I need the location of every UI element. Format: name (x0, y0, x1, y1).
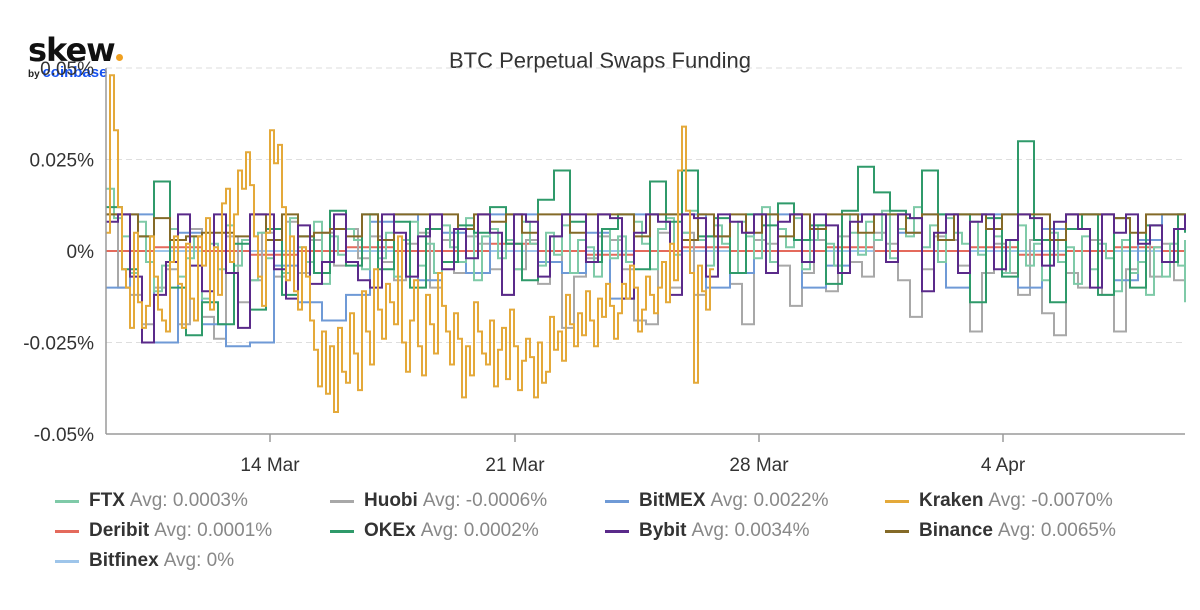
legend-series-name: OKEx (364, 520, 416, 541)
axes: 0.05% 0.025% 0% -0.025% -0.05% 14 Mar 21 Mar 28… (23, 59, 1185, 476)
legend-item-bybit[interactable]: Bybit Avg: 0.0034% (605, 520, 809, 542)
legend-series-avg: Avg: 0.0001% (154, 520, 273, 541)
series-line-kraken (106, 74, 714, 413)
legend-item-okex[interactable]: OKEx Avg: 0.0002% (330, 520, 539, 542)
legend-item-binance[interactable]: Binance Avg: 0.0065% (885, 520, 1116, 542)
legend-series-name: Deribit (89, 520, 150, 541)
legend-item-huobi[interactable]: Huobi Avg: -0.0006% (330, 490, 547, 512)
legend-series-avg: Avg: 0% (163, 550, 235, 571)
legend-series-avg: Avg: -0.0006% (422, 490, 548, 511)
series-line-bybit (106, 213, 1186, 344)
legend-series-avg: Avg: 0.0065% (997, 520, 1116, 541)
legend-series-name: Binance (919, 520, 993, 541)
chart-title: BTC Perpetual Swaps Funding (449, 48, 751, 73)
legend-item-ftx[interactable]: FTX Avg: 0.0003% (55, 490, 248, 512)
y-tick-label: 0.025% (30, 151, 95, 172)
legend-swatch (55, 529, 79, 533)
x-tick-label: 28 Mar (729, 455, 789, 476)
legend-series-avg: Avg: 0.0002% (420, 520, 539, 541)
legend-swatch (605, 499, 629, 503)
funding-chart: BTC Perpetual Swaps Funding 0.05%0.025%0… (23, 48, 1186, 476)
y-tick-label: 0% (67, 242, 95, 263)
series-lines (106, 74, 1186, 413)
y-tick-label: 0.05% (40, 59, 94, 80)
x-tick-label: 21 Mar (485, 455, 545, 476)
legend-series-name: Bitfinex (89, 550, 159, 571)
legend-item-bitfinex[interactable]: Bitfinex Avg: 0% (55, 550, 234, 572)
legend-swatch (330, 499, 354, 503)
logo-dot-icon (115, 54, 123, 61)
legend-item-deribit[interactable]: Deribit Avg: 0.0001% (55, 520, 272, 542)
logo-brand-text: skew (28, 31, 116, 69)
legend-series-avg: Avg: 0.0022% (710, 490, 829, 511)
legend-series-name: Kraken (919, 490, 984, 511)
legend-swatch (605, 529, 629, 533)
legend-item-kraken[interactable]: Kraken Avg: -0.0070% (885, 490, 1113, 512)
legend-series-avg: Avg: -0.0070% (988, 490, 1113, 511)
legend-series-name: Bybit (639, 520, 687, 541)
skew-logo: skew by coinbase (28, 34, 123, 81)
legend-swatch (55, 559, 79, 563)
logo-parent-text: coinbase (42, 64, 108, 81)
legend-series-avg: Avg: 0.0034% (691, 520, 810, 541)
legend-series-name: BitMEX (639, 490, 706, 511)
series-line-binance (106, 213, 1186, 241)
series-line-deribit (106, 242, 1185, 256)
legend-swatch (330, 529, 354, 533)
x-tick-label: 14 Mar (240, 455, 300, 476)
legend-series-name: Huobi (364, 490, 418, 511)
legend-series-avg: Avg: 0.0003% (129, 490, 248, 511)
y-tick-label: -0.05% (34, 425, 94, 446)
series-line-ftx (106, 187, 1186, 303)
legend-swatch (885, 529, 909, 533)
legend-series-name: FTX (89, 490, 125, 511)
legend-item-bitmex[interactable]: BitMEX Avg: 0.0022% (605, 490, 828, 512)
logo-by-text: by (28, 69, 40, 80)
legend-swatch (885, 499, 909, 503)
legend-swatch (55, 499, 79, 503)
y-tick-label: -0.025% (23, 334, 94, 355)
series-line-okex (106, 140, 1186, 337)
x-tick-label: 4 Apr (981, 455, 1026, 476)
